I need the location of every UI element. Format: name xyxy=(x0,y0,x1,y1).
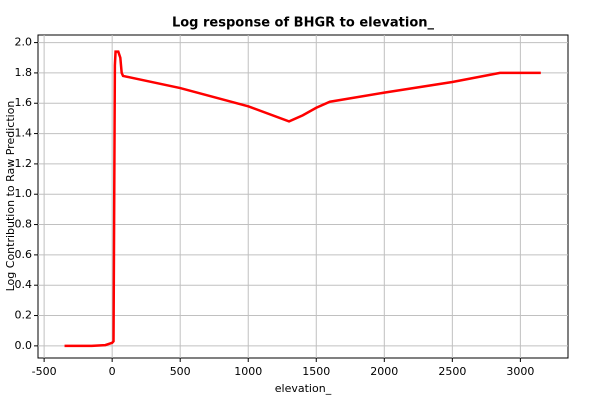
x-tick-label: 1500 xyxy=(302,365,330,378)
x-tick-label: 500 xyxy=(170,365,191,378)
y-tick-label: 0.6 xyxy=(15,248,33,261)
x-tick-label: 1000 xyxy=(234,365,262,378)
chart-title: Log response of BHGR to elevation_ xyxy=(172,16,435,31)
y-tick-label: 1.8 xyxy=(15,66,33,79)
y-tick-label: 1.0 xyxy=(15,187,33,200)
y-tick-label: 0.2 xyxy=(15,309,33,322)
y-tick-label: 1.2 xyxy=(15,157,33,170)
y-tick-label: 1.6 xyxy=(15,96,33,109)
x-tick-label: 0 xyxy=(109,365,116,378)
y-tick-label: 0.8 xyxy=(15,218,33,231)
x-tick-label: 2000 xyxy=(370,365,398,378)
y-tick-label: 0.4 xyxy=(15,278,33,291)
x-tick-label: -500 xyxy=(32,365,57,378)
y-tick-label: 1.4 xyxy=(15,127,33,140)
x-tick-label: 3000 xyxy=(506,365,534,378)
x-tick-label: 2500 xyxy=(438,365,466,378)
y-tick-label: 2.0 xyxy=(15,36,33,49)
plot-area xyxy=(37,34,569,359)
y-tick-label: 0.0 xyxy=(15,339,33,352)
y-axis-label: Log Contribution to Raw Prediction xyxy=(4,101,17,292)
data-line xyxy=(64,50,541,348)
x-axis-label: elevation_ xyxy=(275,382,332,395)
